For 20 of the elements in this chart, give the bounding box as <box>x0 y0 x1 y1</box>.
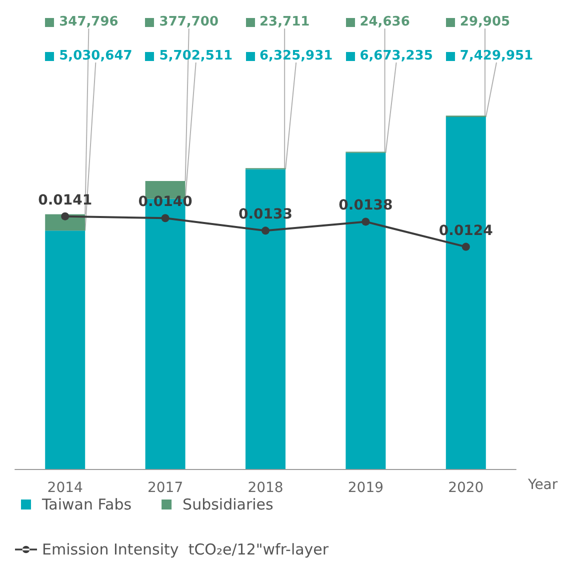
x-tick-label: 2017 <box>147 480 184 496</box>
legend-label: Emission Intensity tCO₂e/12"wfr-layer <box>42 540 330 558</box>
x-tick-label: 2019 <box>348 480 384 496</box>
data-label: 29,905 <box>460 14 510 30</box>
data-label: 5,702,511 <box>159 48 233 64</box>
x-tick-label: 2020 <box>448 480 484 496</box>
x-axis-title: Year <box>527 477 558 493</box>
legend-label: Taiwan Fabs <box>41 496 132 514</box>
data-label: 23,711 <box>260 14 310 30</box>
x-tick-label: 2014 <box>47 480 83 496</box>
data-label: 347,796 <box>59 14 118 30</box>
data-label: 6,673,235 <box>360 48 433 64</box>
data-label: 24,636 <box>360 14 410 30</box>
data-label: 377,700 <box>159 14 219 30</box>
data-label: 6,325,931 <box>260 48 333 64</box>
data-label: 7,429,951 <box>460 48 534 64</box>
data-label: 0.0141 <box>38 192 92 208</box>
legend-label: Subsidiaries <box>182 496 274 514</box>
data-label: 5,030,647 <box>59 48 132 64</box>
x-tick-label: 2018 <box>248 480 284 496</box>
